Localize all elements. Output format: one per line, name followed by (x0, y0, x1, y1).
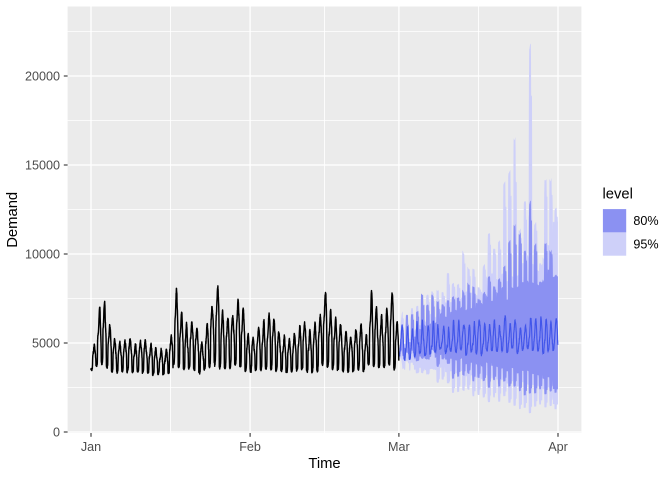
svg-text:Apr: Apr (548, 440, 568, 454)
svg-text:level: level (603, 187, 633, 203)
svg-text:Mar: Mar (388, 440, 410, 454)
svg-text:20000: 20000 (25, 70, 60, 84)
svg-text:Jan: Jan (81, 440, 101, 454)
svg-text:15000: 15000 (25, 159, 60, 173)
svg-text:Demand: Demand (5, 192, 21, 248)
svg-text:10000: 10000 (25, 248, 60, 262)
svg-text:5000: 5000 (32, 337, 60, 351)
svg-text:Feb: Feb (239, 440, 261, 454)
svg-text:Time: Time (308, 456, 340, 472)
svg-text:0: 0 (53, 426, 60, 440)
svg-text:95%: 95% (633, 238, 658, 252)
svg-text:80%: 80% (633, 214, 658, 228)
